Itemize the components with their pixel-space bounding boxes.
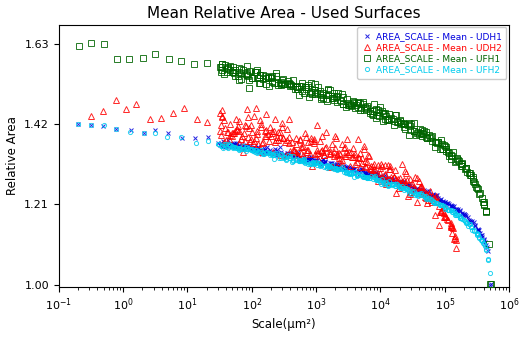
Legend: AREA_SCALE - Mean - UDH1, AREA_SCALE - Mean - UDH2, AREA_SCALE - Mean - UFH1, AR: AREA_SCALE - Mean - UDH1, AREA_SCALE - M… bbox=[357, 27, 507, 79]
AREA_SCALE - Mean - UFH1 bbox=[315, 85, 321, 89]
AREA_SCALE - Mean - UFH1 bbox=[383, 114, 390, 118]
Title: Mean Relative Area - Used Surfaces: Mean Relative Area - Used Surfaces bbox=[147, 5, 421, 21]
AREA_SCALE - Mean - UDH2 bbox=[364, 160, 370, 164]
AREA_SCALE - Mean - UFH1 bbox=[88, 40, 94, 44]
AREA_SCALE - Mean - UFH2 bbox=[75, 122, 81, 126]
AREA_SCALE - Mean - UFH2 bbox=[381, 182, 387, 186]
AREA_SCALE - Mean - UDH2 bbox=[113, 98, 119, 102]
AREA_SCALE - Mean - UFH1 bbox=[76, 43, 82, 48]
AREA_SCALE - Mean - UFH1 bbox=[275, 83, 281, 87]
AREA_SCALE - Mean - UFH2 bbox=[487, 271, 493, 275]
AREA_SCALE - Mean - UDH1 bbox=[75, 122, 81, 126]
AREA_SCALE - Mean - UDH2 bbox=[267, 134, 274, 138]
AREA_SCALE - Mean - UFH2 bbox=[274, 151, 280, 155]
AREA_SCALE - Mean - UFH2 bbox=[220, 142, 227, 146]
AREA_SCALE - Mean - UDH1 bbox=[487, 283, 493, 287]
AREA_SCALE - Mean - UFH2 bbox=[313, 161, 319, 165]
AREA_SCALE - Mean - UDH2 bbox=[453, 246, 459, 250]
AREA_SCALE - Mean - UDH2 bbox=[88, 114, 94, 118]
AREA_SCALE - Mean - UDH1 bbox=[274, 152, 280, 156]
AREA_SCALE - Mean - UFH2 bbox=[272, 153, 279, 157]
Line: AREA_SCALE - Mean - UDH2: AREA_SCALE - Mean - UDH2 bbox=[88, 97, 459, 251]
AREA_SCALE - Mean - UDH1 bbox=[273, 153, 279, 157]
AREA_SCALE - Mean - UFH1 bbox=[275, 81, 281, 85]
AREA_SCALE - Mean - UDH2 bbox=[222, 126, 228, 130]
AREA_SCALE - Mean - UDH2 bbox=[269, 129, 276, 133]
AREA_SCALE - Mean - UDH1 bbox=[311, 158, 318, 162]
AREA_SCALE - Mean - UFH1 bbox=[224, 66, 230, 70]
AREA_SCALE - Mean - UDH2 bbox=[343, 154, 349, 158]
X-axis label: Scale(μm²): Scale(μm²) bbox=[251, 318, 316, 332]
AREA_SCALE - Mean - UDH1 bbox=[488, 282, 494, 286]
AREA_SCALE - Mean - UDH1 bbox=[359, 167, 365, 171]
Line: AREA_SCALE - Mean - UFH2: AREA_SCALE - Mean - UFH2 bbox=[76, 122, 492, 275]
AREA_SCALE - Mean - UDH2 bbox=[304, 148, 310, 152]
AREA_SCALE - Mean - UFH1 bbox=[358, 106, 364, 110]
Line: AREA_SCALE - Mean - UFH1: AREA_SCALE - Mean - UFH1 bbox=[77, 40, 493, 287]
AREA_SCALE - Mean - UDH1 bbox=[220, 143, 227, 147]
Y-axis label: Relative Area: Relative Area bbox=[6, 116, 18, 195]
AREA_SCALE - Mean - UFH1 bbox=[487, 282, 494, 286]
Line: AREA_SCALE - Mean - UDH1: AREA_SCALE - Mean - UDH1 bbox=[76, 122, 493, 287]
AREA_SCALE - Mean - UDH1 bbox=[382, 174, 388, 178]
AREA_SCALE - Mean - UFH2 bbox=[358, 173, 364, 177]
